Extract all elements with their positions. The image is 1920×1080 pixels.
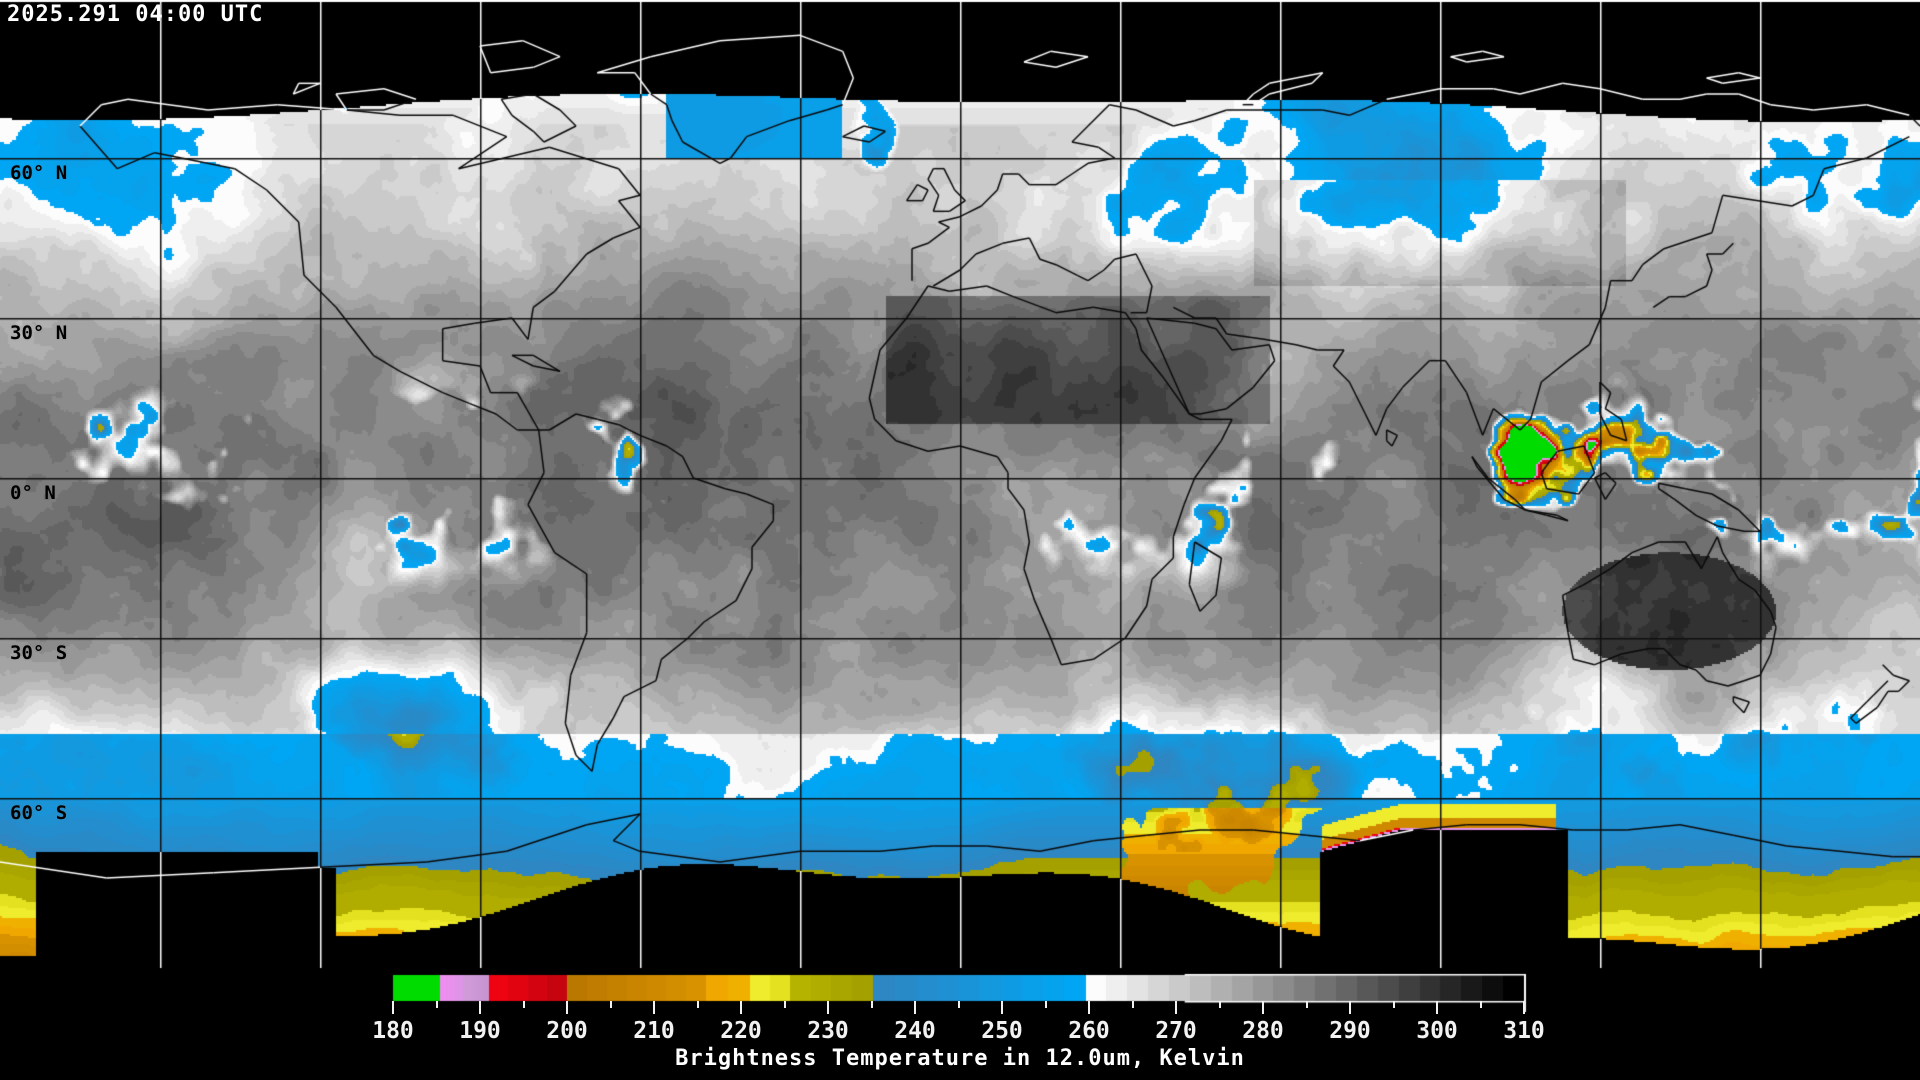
colorbar-tick-label: 200 (546, 1018, 588, 1044)
colorbar-major-tick (740, 1001, 742, 1014)
timestamp-label: 2025.291 04:00 UTC (7, 2, 264, 27)
latitude-label: 60° S (10, 802, 68, 824)
colorbar-major-tick (1523, 1001, 1525, 1014)
colorbar-tick-label: 300 (1416, 1018, 1458, 1044)
colorbar-major-tick (392, 1001, 394, 1014)
colorbar-minor-tick (522, 1001, 525, 1008)
colorbar-minor-tick (1218, 1001, 1221, 1008)
colorbar-major-tick (1001, 1001, 1003, 1014)
colorbar-tick-label: 180 (372, 1018, 414, 1044)
colorbar-major-tick (566, 1001, 568, 1014)
colorbar-minor-tick (696, 1001, 699, 1008)
colorbar-minor-tick (1305, 1001, 1308, 1008)
colorbar-major-tick (1436, 1001, 1438, 1014)
colorbar-major-tick (1175, 1001, 1177, 1014)
colorbar-tick-label: 210 (633, 1018, 675, 1044)
colorbar-title: Brightness Temperature in 12.0um, Kelvin (675, 1046, 1245, 1071)
colorbar-major-tick (1349, 1001, 1351, 1014)
colorbar-minor-tick (957, 1001, 960, 1008)
colorbar-tick-label: 250 (981, 1018, 1023, 1044)
colorbar-tick-label: 310 (1503, 1018, 1545, 1044)
colorbar-minor-tick (783, 1001, 786, 1008)
colorbar-tick-label: 280 (1242, 1018, 1284, 1044)
colorbar-minor-tick (435, 1001, 438, 1008)
colorbar-major-tick (914, 1001, 916, 1014)
colorbar-minor-tick (870, 1001, 873, 1008)
colorbar-major-tick (479, 1001, 481, 1014)
colorbar-minor-tick (1479, 1001, 1482, 1008)
latitude-label: 60° N (10, 162, 68, 184)
colorbar-tick-label: 230 (807, 1018, 849, 1044)
colorbar-tick-label: 220 (720, 1018, 762, 1044)
colorbar-minor-tick (609, 1001, 612, 1008)
colorbar-tick-label: 290 (1329, 1018, 1371, 1044)
colorbar-tick-label: 190 (459, 1018, 501, 1044)
latitude-label: 30° S (10, 642, 68, 664)
colorbar-tick-label: 260 (1068, 1018, 1110, 1044)
colorbar-minor-tick (1044, 1001, 1047, 1008)
colorbar-tick-label: 240 (894, 1018, 936, 1044)
colorbar-major-tick (653, 1001, 655, 1014)
colorbar-minor-tick (1392, 1001, 1395, 1008)
latitude-label: 30° N (10, 322, 68, 344)
colorbar-major-tick (827, 1001, 829, 1014)
colorbar-major-tick (1088, 1001, 1090, 1014)
colorbar-tick-label: 270 (1155, 1018, 1197, 1044)
latitude-label: 0° N (10, 482, 56, 504)
colorbar-major-tick (1262, 1001, 1264, 1014)
colorbar-minor-tick (1131, 1001, 1134, 1008)
